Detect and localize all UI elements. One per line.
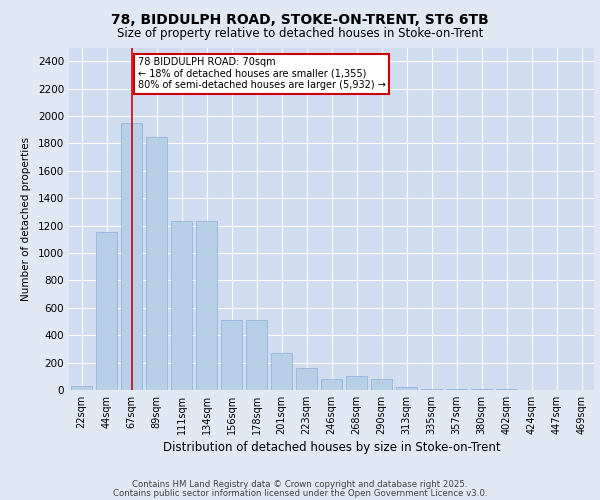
Bar bbox=[271, 353, 292, 390]
Bar bbox=[296, 368, 317, 390]
Bar bbox=[446, 388, 467, 390]
X-axis label: Distribution of detached houses by size in Stoke-on-Trent: Distribution of detached houses by size … bbox=[163, 441, 500, 454]
Bar bbox=[71, 386, 92, 390]
Bar bbox=[396, 388, 417, 390]
Text: Contains public sector information licensed under the Open Government Licence v3: Contains public sector information licen… bbox=[113, 488, 487, 498]
Text: Contains HM Land Registry data © Crown copyright and database right 2025.: Contains HM Land Registry data © Crown c… bbox=[132, 480, 468, 489]
Bar bbox=[371, 379, 392, 390]
Bar bbox=[321, 379, 342, 390]
Text: 78, BIDDULPH ROAD, STOKE-ON-TRENT, ST6 6TB: 78, BIDDULPH ROAD, STOKE-ON-TRENT, ST6 6… bbox=[111, 12, 489, 26]
Bar bbox=[346, 376, 367, 390]
Bar bbox=[146, 136, 167, 390]
Text: 78 BIDDULPH ROAD: 70sqm
← 18% of detached houses are smaller (1,355)
80% of semi: 78 BIDDULPH ROAD: 70sqm ← 18% of detache… bbox=[138, 57, 386, 90]
Bar bbox=[171, 222, 192, 390]
Bar bbox=[221, 320, 242, 390]
Text: Size of property relative to detached houses in Stoke-on-Trent: Size of property relative to detached ho… bbox=[117, 28, 483, 40]
Y-axis label: Number of detached properties: Number of detached properties bbox=[21, 136, 31, 301]
Bar bbox=[421, 388, 442, 390]
Bar bbox=[121, 123, 142, 390]
Bar bbox=[246, 320, 267, 390]
Bar bbox=[196, 222, 217, 390]
Bar bbox=[96, 232, 117, 390]
